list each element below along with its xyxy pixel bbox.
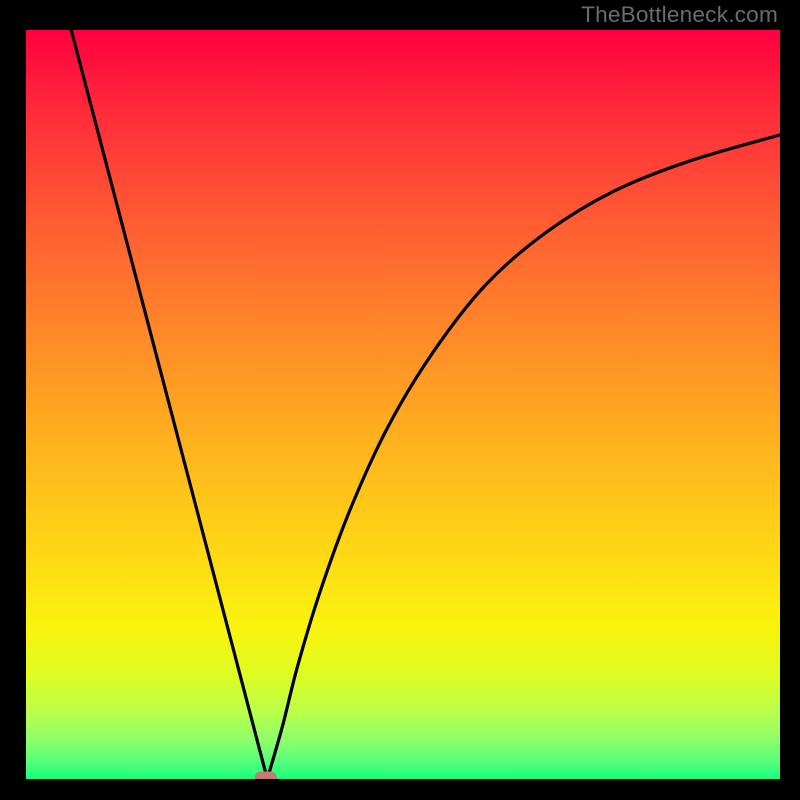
optimal-point-marker xyxy=(255,772,277,779)
left-branch xyxy=(71,30,267,779)
watermark-text: TheBottleneck.com xyxy=(581,2,778,28)
plot-area xyxy=(26,30,780,779)
chart-frame: TheBottleneck.com xyxy=(0,0,800,800)
right-branch xyxy=(267,135,780,779)
bottleneck-curve xyxy=(26,30,780,779)
